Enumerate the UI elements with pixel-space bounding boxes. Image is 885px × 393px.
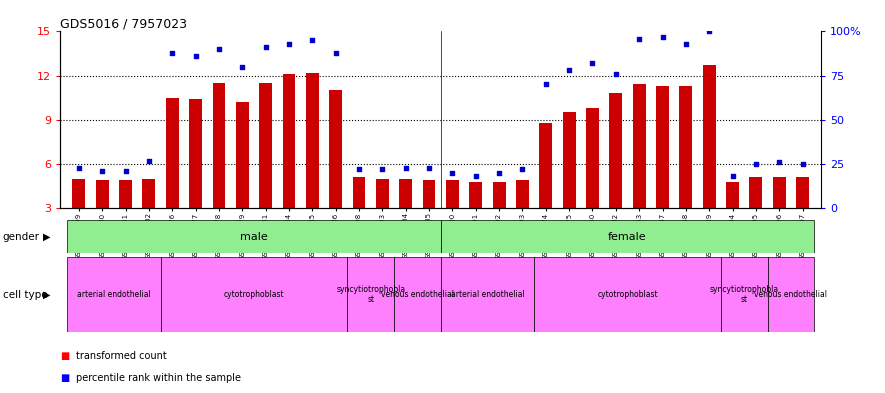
Bar	[680, 86, 692, 208]
Bar	[67, 257, 160, 332]
Text: percentile rank within the sample: percentile rank within the sample	[76, 373, 241, 383]
Text: transformed count: transformed count	[76, 351, 167, 361]
Text: ■: ■	[60, 351, 69, 361]
Point	[562, 67, 576, 73]
Bar	[142, 179, 156, 208]
Point	[726, 173, 740, 180]
Point	[656, 33, 670, 40]
Text: GDS5016 / 7957023: GDS5016 / 7957023	[60, 17, 188, 30]
Text: female: female	[608, 232, 647, 242]
Bar	[423, 180, 435, 208]
Point	[773, 159, 787, 165]
Bar	[189, 99, 202, 208]
Text: ▶: ▶	[42, 232, 50, 242]
Point	[375, 166, 389, 173]
Point	[165, 50, 180, 56]
Point	[702, 28, 716, 35]
Bar	[259, 83, 272, 208]
Point	[539, 81, 553, 88]
Point	[632, 35, 646, 42]
Text: arterial endothelial: arterial endothelial	[450, 290, 524, 299]
Bar	[586, 108, 599, 208]
Bar	[441, 257, 535, 332]
Point	[492, 170, 506, 176]
Bar	[394, 257, 441, 332]
Bar	[352, 177, 366, 208]
Point	[189, 53, 203, 59]
Text: venous endothelial: venous endothelial	[381, 290, 454, 299]
Bar	[446, 180, 458, 208]
Point	[515, 166, 529, 173]
Bar	[656, 86, 669, 208]
Point	[95, 168, 109, 174]
Point	[119, 168, 133, 174]
Point	[585, 60, 599, 66]
Point	[609, 71, 623, 77]
Text: arterial endothelial: arterial endothelial	[77, 290, 150, 299]
Text: ▶: ▶	[42, 290, 50, 300]
Bar	[539, 123, 552, 208]
Bar	[212, 83, 226, 208]
Bar	[329, 90, 342, 208]
Bar	[165, 98, 179, 208]
Bar	[306, 73, 319, 208]
Bar	[773, 177, 786, 208]
Text: syncytiotrophobla
st: syncytiotrophobla st	[710, 285, 779, 304]
Bar	[160, 257, 347, 332]
Bar	[750, 177, 762, 208]
Bar	[535, 257, 721, 332]
Bar	[282, 74, 296, 208]
Text: syncytiotrophobla
st: syncytiotrophobla st	[336, 285, 405, 304]
Point	[328, 50, 342, 56]
Text: gender: gender	[3, 232, 40, 242]
Bar	[73, 179, 85, 208]
Point	[212, 46, 226, 52]
Point	[142, 157, 156, 163]
FancyBboxPatch shape	[67, 220, 441, 253]
Bar	[96, 180, 109, 208]
Text: cytotrophoblast: cytotrophoblast	[597, 290, 658, 299]
Point	[679, 40, 693, 47]
Bar	[399, 179, 412, 208]
Bar	[376, 179, 389, 208]
Point	[305, 37, 319, 44]
Point	[749, 161, 763, 167]
Bar	[563, 112, 575, 208]
Point	[469, 173, 483, 180]
Bar	[347, 257, 394, 332]
Point	[282, 40, 296, 47]
Bar	[469, 182, 482, 208]
Point	[258, 44, 273, 50]
Point	[352, 166, 366, 173]
Bar	[721, 257, 767, 332]
Bar	[767, 257, 814, 332]
Point	[235, 64, 250, 70]
Bar	[703, 65, 716, 208]
Point	[72, 164, 86, 171]
Point	[445, 170, 459, 176]
Bar	[119, 180, 132, 208]
Text: male: male	[240, 232, 268, 242]
Point	[796, 161, 810, 167]
Bar	[796, 177, 809, 208]
Text: ■: ■	[60, 373, 69, 383]
Text: cytotrophoblast: cytotrophoblast	[224, 290, 284, 299]
FancyBboxPatch shape	[441, 220, 814, 253]
Bar	[727, 182, 739, 208]
Point	[398, 164, 412, 171]
Bar	[610, 93, 622, 208]
Bar	[236, 102, 249, 208]
Bar	[633, 84, 645, 208]
Bar	[516, 180, 529, 208]
Point	[422, 164, 436, 171]
Text: cell type: cell type	[3, 290, 47, 300]
Text: venous endothelial: venous endothelial	[754, 290, 827, 299]
Bar	[493, 182, 505, 208]
